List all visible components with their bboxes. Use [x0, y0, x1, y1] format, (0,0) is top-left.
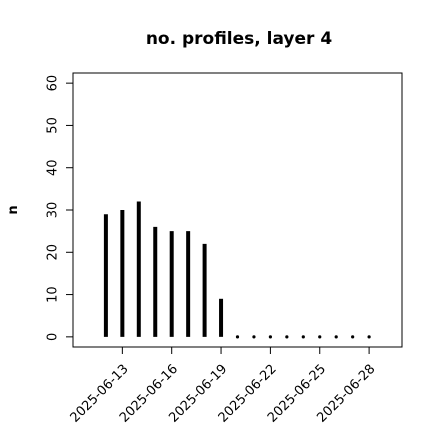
- zero-point: [351, 335, 355, 339]
- zero-point: [367, 335, 371, 339]
- y-axis-label: n: [6, 205, 21, 214]
- zero-point: [318, 335, 322, 339]
- zero-point: [268, 335, 272, 339]
- zero-point: [285, 335, 289, 339]
- zero-point: [235, 335, 240, 339]
- y-tick-label: 60: [46, 75, 61, 92]
- zero-point: [301, 335, 305, 339]
- y-tick-label: 30: [46, 202, 61, 219]
- y-tick-label: 50: [46, 117, 61, 134]
- y-tick-label: 0: [46, 333, 61, 341]
- zero-point: [334, 335, 338, 339]
- y-tick-label: 10: [46, 286, 61, 303]
- y-tick-label: 40: [46, 159, 61, 176]
- zero-point: [252, 335, 256, 339]
- y-tick-label: 20: [46, 244, 61, 261]
- chart-title: no. profiles, layer 4: [146, 29, 333, 49]
